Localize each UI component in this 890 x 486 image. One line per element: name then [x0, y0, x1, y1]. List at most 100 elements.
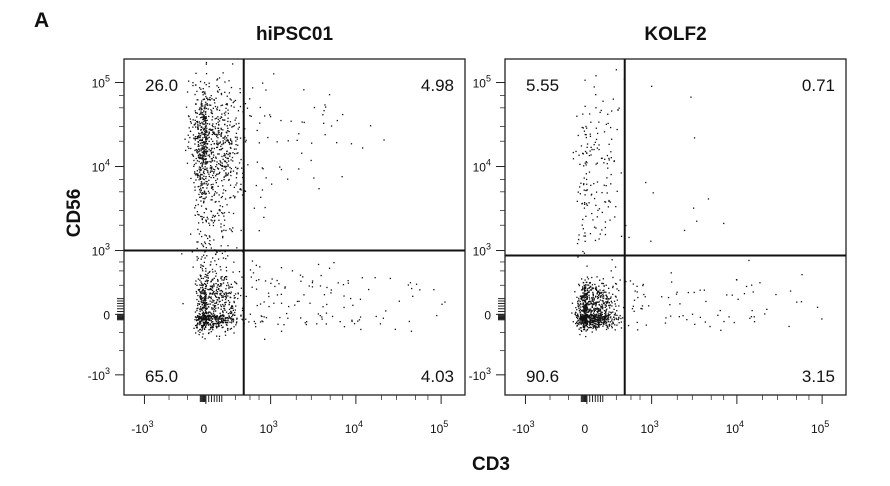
event-dot [200, 149, 202, 152]
event-dot [585, 313, 587, 315]
event-dot [206, 303, 208, 306]
event-dot [203, 82, 206, 84]
event-dot [225, 258, 227, 260]
event-dot [577, 134, 579, 137]
event-dot [290, 120, 292, 122]
event-dot [203, 143, 206, 145]
event-dot [229, 98, 231, 100]
event-dot [599, 308, 602, 311]
event-dot [615, 283, 618, 285]
event-dot [263, 216, 265, 218]
event-dot [204, 317, 206, 319]
event-dot [650, 240, 652, 242]
event-dot [209, 288, 211, 290]
event-dot [201, 151, 203, 153]
event-dot [206, 187, 208, 189]
event-dot [203, 158, 205, 161]
event-dot [234, 136, 237, 138]
event-dot [201, 147, 203, 150]
event-dot [226, 284, 228, 287]
event-dot [208, 133, 210, 135]
event-dot [206, 123, 209, 125]
event-dot [208, 271, 210, 273]
event-dot [190, 122, 192, 124]
event-dot [206, 307, 208, 309]
event-dot [593, 309, 595, 311]
event-dot [601, 192, 603, 194]
event-dot [229, 197, 231, 199]
event-dot [234, 311, 236, 314]
event-dot [207, 321, 209, 324]
event-dot [693, 291, 695, 294]
event-dot [215, 307, 217, 309]
event-dot [240, 158, 242, 161]
event-dot [591, 310, 593, 312]
event-dot [215, 322, 217, 325]
event-dot [342, 113, 344, 116]
event-dot [212, 107, 214, 109]
event-dot [226, 174, 229, 176]
event-dot [209, 328, 212, 330]
event-dot [214, 127, 217, 130]
event-dot [585, 189, 587, 192]
event-dot [211, 326, 213, 328]
event-dot [670, 315, 672, 317]
event-dot [579, 333, 581, 336]
event-dot [256, 129, 258, 132]
event-dot [224, 175, 226, 177]
event-dot [743, 293, 746, 295]
event-dot [209, 303, 212, 305]
event-dot [280, 119, 282, 122]
event-dot [226, 139, 228, 141]
event-dot [592, 304, 594, 306]
event-dot [215, 290, 217, 292]
event-dot [232, 313, 234, 315]
event-dot [201, 116, 203, 118]
event-dot [256, 161, 258, 163]
event-dot [217, 168, 220, 170]
event-dot [200, 88, 202, 90]
event-dot [610, 126, 612, 129]
event-dot [602, 308, 604, 310]
event-dot [284, 286, 286, 288]
event-dot [204, 158, 206, 160]
event-dot [607, 167, 609, 169]
event-dot [582, 287, 584, 289]
event-dot [205, 151, 207, 153]
event-dot [584, 290, 586, 292]
event-dot [598, 293, 600, 295]
event-dot [578, 297, 580, 300]
event-dot [203, 200, 205, 202]
event-dot [590, 321, 593, 324]
event-dot [205, 287, 207, 290]
tick-label: 104 [92, 158, 110, 175]
event-dot [201, 105, 203, 107]
event-dot [198, 318, 200, 320]
event-dot [209, 97, 211, 99]
event-dot [586, 292, 588, 294]
event-dot [202, 163, 204, 165]
event-dot [325, 323, 327, 325]
event-dot [669, 304, 671, 306]
event-dot [588, 309, 590, 311]
event-dot [217, 185, 219, 187]
event-dot [233, 106, 235, 108]
event-dot [227, 292, 229, 295]
event-dot [604, 226, 606, 229]
event-dot [202, 178, 204, 180]
event-dot [579, 193, 581, 195]
event-dot [218, 172, 220, 175]
event-dot [212, 140, 214, 143]
event-dot [196, 99, 198, 101]
event-dot [236, 318, 238, 320]
event-dot [222, 212, 224, 215]
event-dot [208, 222, 210, 224]
event-dot [593, 322, 595, 325]
event-dot [200, 148, 202, 150]
event-dot [199, 191, 201, 193]
event-dot [218, 123, 220, 126]
event-dot [198, 303, 200, 305]
event-dot [196, 259, 198, 261]
event-dot [205, 311, 207, 313]
event-dot [590, 313, 592, 316]
